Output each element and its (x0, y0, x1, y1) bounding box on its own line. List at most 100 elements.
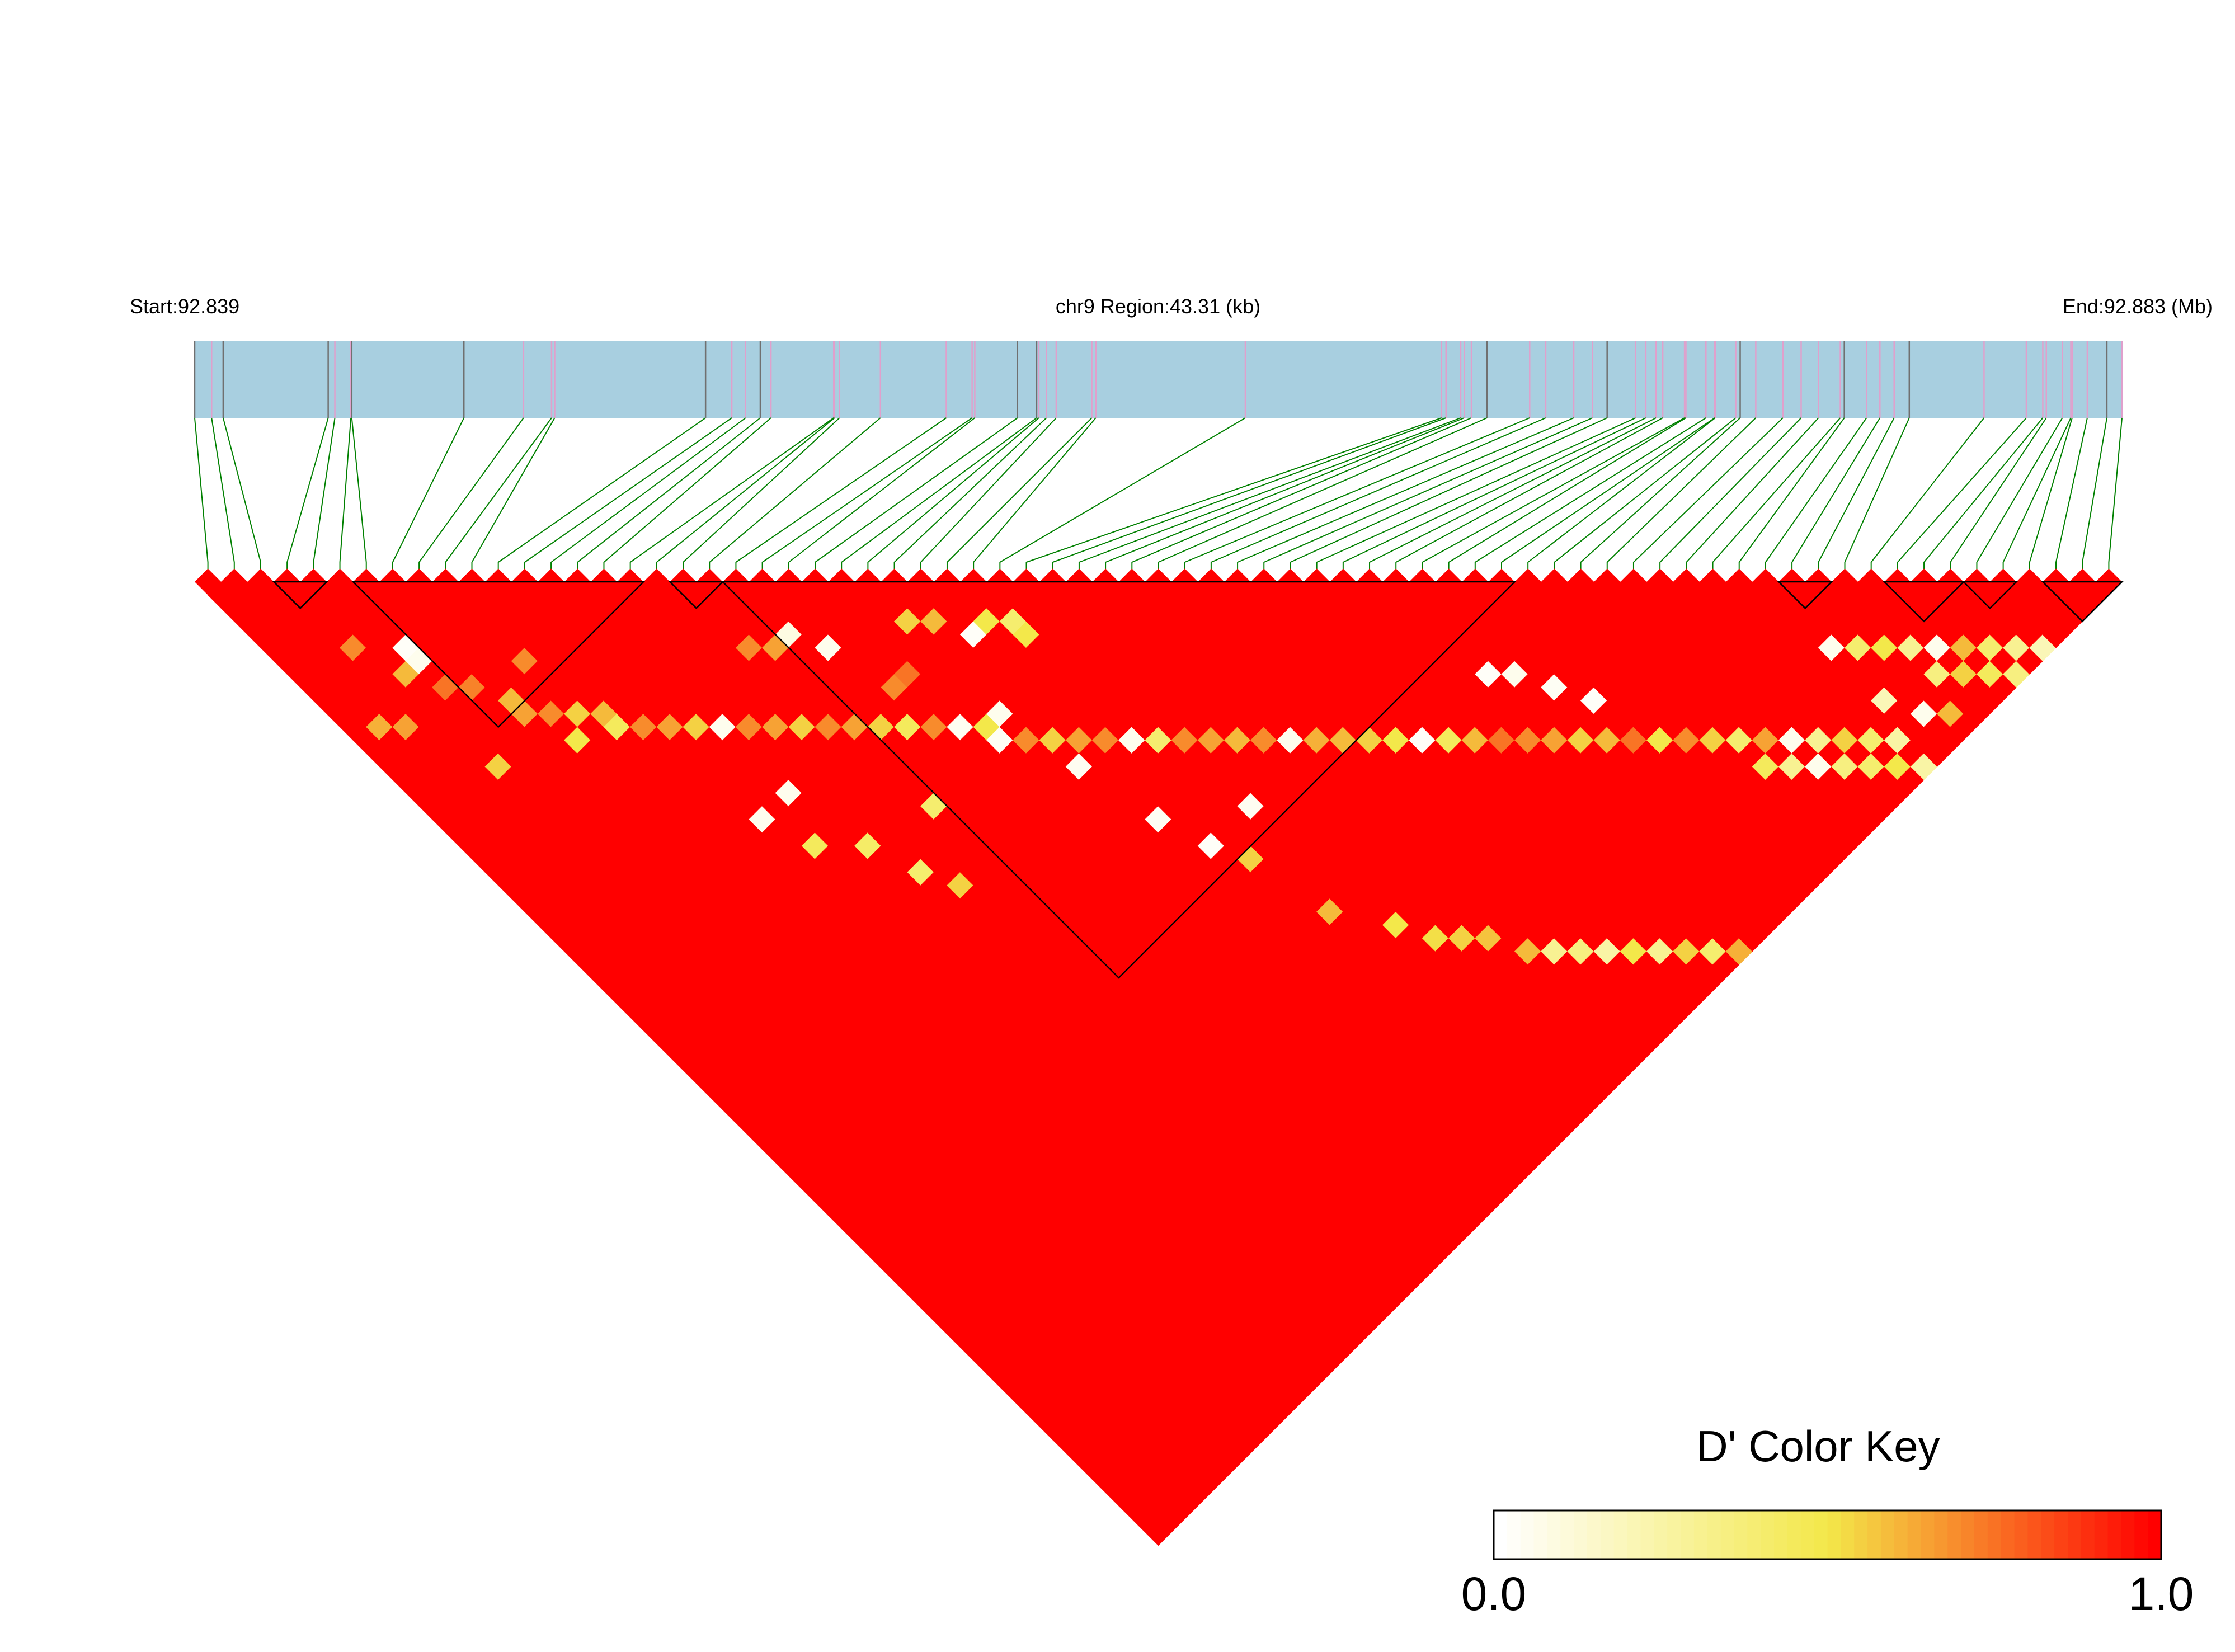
ld-cell (1923, 660, 1951, 688)
color-key-swatch (1854, 1510, 1869, 1559)
snp-connector (222, 417, 261, 563)
ld-cell (617, 885, 644, 912)
ld-cell (1105, 1241, 1132, 1269)
ld-cell (498, 766, 525, 794)
ld-cell (1593, 1043, 1621, 1071)
ld-cell (893, 977, 921, 1005)
ld-cell (1224, 1043, 1251, 1071)
ld-cell (1620, 594, 1648, 622)
ld-cell (999, 660, 1027, 688)
ld-cell (1303, 1307, 1330, 1335)
ld-cell (1356, 858, 1384, 886)
ld-cell (603, 819, 631, 846)
ld-cell (1013, 594, 1040, 622)
ld-cell (1699, 858, 1726, 886)
ld-cell (709, 581, 737, 609)
color-key-swatch (1841, 1510, 1855, 1559)
ld-cell (907, 938, 934, 965)
ld-cell (933, 594, 961, 622)
ld-cell (2029, 634, 2057, 662)
ld-cell (1409, 1096, 1436, 1124)
ld-cell (1805, 753, 1832, 780)
ld-cell (947, 819, 974, 846)
ld-cell (1501, 766, 1528, 794)
ld-cell (1567, 990, 1594, 1018)
ld-cell (1184, 1188, 1212, 1216)
ld-cell (1699, 594, 1726, 622)
ld-cell (669, 647, 697, 675)
ld-cell (1778, 647, 1806, 675)
ld-cell (1567, 938, 1594, 965)
ld-cell (1488, 1043, 1516, 1071)
ld-cell (1778, 885, 1806, 912)
ld-cell (1184, 1320, 1212, 1348)
ld-cell (1791, 766, 1819, 794)
ld-cell (1052, 766, 1080, 794)
ld-cell (1303, 832, 1330, 860)
ld-cell (1065, 806, 1093, 833)
ld-cell (881, 779, 908, 807)
ld-cell (1765, 819, 1792, 846)
color-key-swatch (1640, 1510, 1655, 1559)
ld-cell (1356, 1307, 1384, 1335)
ld-cell (1250, 621, 1278, 648)
ld-cell (709, 898, 737, 926)
ld-cell (1250, 1334, 1278, 1361)
ld-cell (1079, 898, 1106, 926)
ld-cell (947, 634, 974, 662)
ld-cell (775, 1070, 803, 1097)
ld-cell (1250, 1228, 1278, 1255)
ld-cell (1646, 858, 1674, 886)
ld-cell (735, 634, 763, 662)
ld-cell (1356, 1070, 1384, 1097)
ld-cell (1290, 819, 1318, 846)
ld-cell (1461, 1096, 1489, 1124)
ld-cell (1514, 911, 1542, 939)
ld-cell (1857, 700, 1885, 728)
ld-cell (828, 1096, 855, 1124)
ld-cell (1118, 674, 1146, 701)
ld-cell (999, 1320, 1027, 1348)
ld-cell (1461, 1175, 1489, 1203)
ld-cell (484, 647, 512, 675)
color-key-swatch (1800, 1510, 1815, 1559)
ld-cell (1475, 1004, 1502, 1031)
ld-cell (722, 594, 750, 622)
ld-cell (1039, 885, 1066, 912)
ld-cell (1290, 1030, 1318, 1058)
ld-cell (1633, 792, 1660, 820)
ld-cell (1527, 660, 1555, 688)
ld-cell (709, 1004, 737, 1031)
ld-cell (1290, 1109, 1318, 1137)
ld-cell (247, 594, 275, 622)
ld-cell (564, 674, 591, 701)
ld-cell (1976, 608, 2004, 635)
ld-cell (1409, 858, 1436, 886)
ld-cell (1805, 621, 1832, 648)
ld-cell (828, 885, 855, 912)
ld-cell (1580, 872, 1608, 899)
ld-cell (933, 1307, 961, 1335)
ld-cell (735, 713, 763, 741)
ld-cell (841, 1109, 868, 1137)
ld-cell (683, 951, 710, 978)
ld-cell (933, 1175, 961, 1203)
ld-cell (1131, 792, 1159, 820)
ld-cell (1527, 1030, 1555, 1058)
ld-cell (735, 924, 763, 952)
ld-cell (1475, 1030, 1502, 1058)
snp-connector (1158, 417, 1488, 563)
ld-cell (933, 1043, 961, 1071)
ld-cell (1052, 924, 1080, 952)
snp-connector (351, 417, 367, 563)
ld-cell (1105, 1188, 1132, 1216)
ld-cell (1356, 911, 1384, 939)
ld-cell (300, 647, 327, 675)
ld-cell (1079, 1030, 1106, 1058)
ld-cell (1435, 647, 1462, 675)
ld-cell (907, 1096, 934, 1124)
ld-cell (1699, 938, 1726, 965)
ld-cell (1567, 1043, 1594, 1071)
ld-cell (1580, 951, 1608, 978)
ld-cell (1131, 581, 1159, 609)
